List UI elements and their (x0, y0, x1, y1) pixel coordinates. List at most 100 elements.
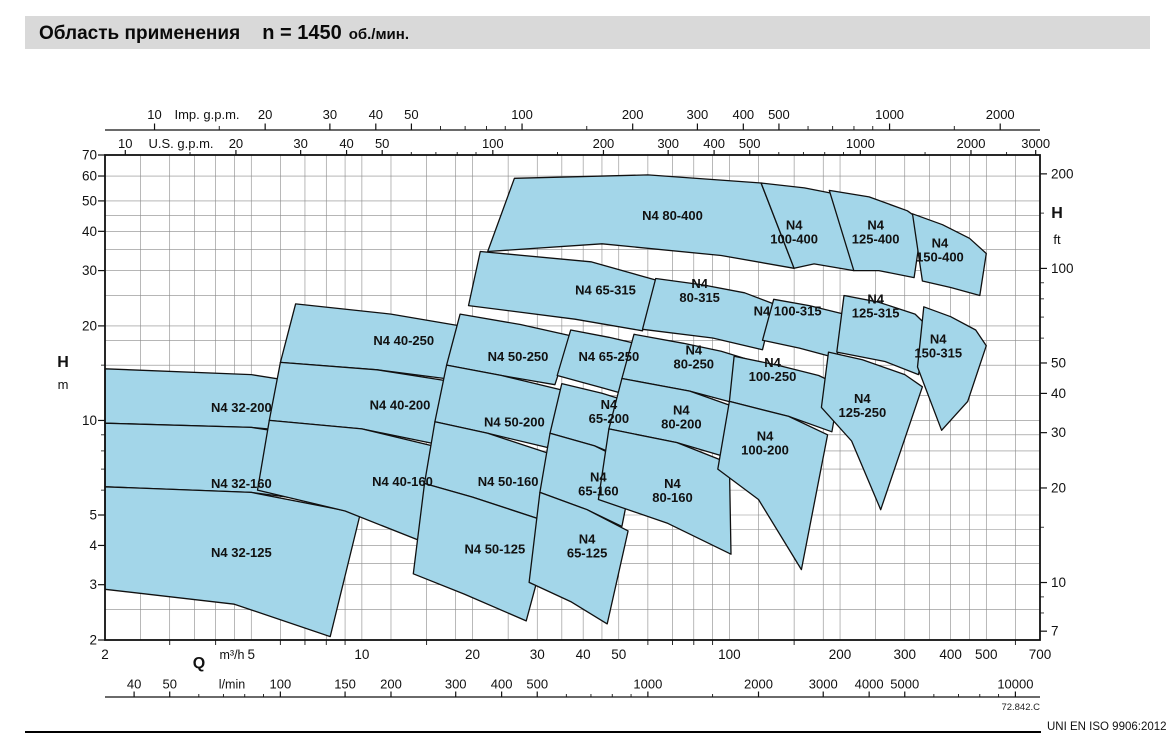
imp-gpm-tick-label: 400 (732, 107, 754, 122)
q-m3h-tick-label: 200 (829, 647, 852, 662)
pump-region-N4-150-315 (916, 306, 987, 431)
region-label: 125-315 (852, 306, 900, 321)
region-label: 100-400 (770, 231, 818, 246)
plot-border (104, 154, 1041, 641)
h-ft-tick-label: 10 (1051, 575, 1066, 590)
region-label: N4 (930, 332, 947, 347)
pump-region-labels: N4 32-200 N4 32-160 N4 32-125 N4 40-250 N4 4… (211, 208, 964, 561)
region-label: 65-125 (567, 545, 607, 560)
region-label: N4 65-250 (579, 349, 640, 364)
h-ft-tick-label: 200 (1051, 166, 1074, 181)
h-ft-unit-label: ft (1053, 232, 1061, 247)
region-label: N4 (601, 397, 618, 412)
imp-gpm-unit-label: Imp. g.p.m. (174, 107, 239, 122)
drawing-number: 72.842.C (1001, 702, 1040, 713)
region-label: N4 (673, 402, 690, 417)
imp-gpm-tick-label: 30 (323, 107, 337, 122)
h-axis-label-left: H (57, 354, 69, 371)
speed-value: n = 1450 (262, 22, 342, 44)
pump-region-N4-100-200 (717, 400, 829, 571)
region-label: N4 (664, 476, 681, 491)
q-axis-label: Q (193, 655, 205, 672)
lmin-tick-label: 4000 (855, 677, 884, 692)
q-m3h-unit-label: m³/h (220, 648, 245, 662)
imp-gpm-tick-label: 20 (258, 107, 272, 122)
h-m-tick-label: 60 (82, 169, 97, 184)
pump-region-N4-80-160 (597, 428, 732, 555)
title-bar: Область применения n = 1450 об./мин. (25, 16, 1150, 49)
h-ft-tick-label: 40 (1051, 386, 1066, 401)
region-label: 65-200 (589, 411, 629, 426)
divider (25, 731, 1041, 733)
pump-region-N4-50-125 (412, 482, 554, 622)
region-label: N4 (867, 217, 884, 232)
page-title: Область применения (39, 23, 241, 44)
us-gpm-tick-label: 2000 (957, 136, 986, 151)
lmin-tick-label: 5000 (890, 677, 919, 692)
pump-region-N4-65-125 (528, 491, 629, 625)
region-label: 65-160 (578, 483, 618, 498)
q-m3h-tick-label: 400 (939, 647, 962, 662)
lmin-unit-label: l/min (219, 678, 245, 692)
q-m3h-tick-label: 700 (1029, 647, 1052, 662)
h-ft-tick-label: 7 (1051, 624, 1059, 639)
region-label: N4 (854, 391, 871, 406)
q-m3h-tick-label: 40 (576, 647, 591, 662)
q-m3h-tick-label: 100 (718, 647, 741, 662)
h-ft-tick-label: 30 (1051, 425, 1066, 440)
us-gpm-tick-label: 20 (229, 136, 243, 151)
region-label: N4 100-315 (754, 304, 822, 319)
us-gpm-tick-label: 30 (293, 136, 307, 151)
region-label: N4 50-200 (484, 414, 545, 429)
us-gpm-tick-label: 10 (118, 136, 132, 151)
pump-region-N4-65-315 (467, 250, 657, 332)
q-m3h-tick-label: 30 (530, 647, 545, 662)
region-label: N4 (932, 236, 949, 251)
q-m3h-tick-label: 50 (611, 647, 626, 662)
imp-gpm-tick-label: 50 (404, 107, 418, 122)
region-label: N4 (590, 469, 607, 484)
h-ft-tick-label: 50 (1051, 355, 1066, 370)
axes: 10 20 30 40 50 100 200 300 400 500 1000 2000 Imp. g.… (57, 107, 1074, 698)
lmin-tick-label: 500 (526, 677, 548, 692)
imp-gpm-tick-label: 40 (369, 107, 383, 122)
us-gpm-tick-label: 100 (482, 136, 504, 151)
lmin-tick-label: 2000 (744, 677, 773, 692)
region-label: N4 (786, 217, 803, 232)
h-m-tick-label: 30 (82, 263, 97, 278)
h-m-tick-label: 5 (89, 508, 97, 523)
imp-gpm-tick-label: 500 (768, 107, 790, 122)
lmin-tick-label: 200 (380, 677, 402, 692)
q-m3h-tick-label: 500 (975, 647, 998, 662)
region-label: N4 40-160 (372, 474, 433, 489)
imp-gpm-tick-label: 200 (622, 107, 644, 122)
speed-units: об./мин. (348, 26, 410, 43)
region-label: N4 (757, 429, 774, 444)
h-m-tick-label: 20 (82, 318, 97, 333)
region-label: N4 32-160 (211, 476, 272, 491)
lmin-tick-label: 1000 (633, 677, 662, 692)
pump-region-N4-125-250 (820, 351, 924, 511)
region-label: N4 (867, 292, 884, 307)
q-m3h-tick-label: 300 (893, 647, 916, 662)
region-label: N4 50-125 (464, 541, 525, 556)
q-m3h-tick-label: 20 (465, 647, 480, 662)
us-gpm-tick-label: 500 (739, 136, 761, 151)
q-m3h-tick-label: 10 (354, 647, 369, 662)
region-label: N4 80-400 (642, 208, 703, 223)
region-label: 150-315 (914, 346, 962, 361)
lmin-tick-label: 3000 (809, 677, 838, 692)
lmin-tick-label: 10000 (997, 677, 1033, 692)
us-gpm-tick-label: 400 (703, 136, 725, 151)
us-gpm-unit-label: U.S. g.p.m. (148, 136, 213, 151)
lmin-tick-label: 400 (491, 677, 513, 692)
region-label: N4 (691, 276, 708, 291)
region-label: N4 (764, 355, 781, 370)
q-m3h-tick-label: 5 (247, 647, 255, 662)
q-m3h-tick-label: 2 (101, 647, 109, 662)
region-label: 80-160 (652, 490, 692, 505)
region-label: N4 65-315 (575, 283, 636, 298)
region-label: 80-315 (679, 290, 719, 305)
pump-region-N4-150-400 (911, 213, 987, 297)
region-label: 100-250 (749, 369, 797, 384)
